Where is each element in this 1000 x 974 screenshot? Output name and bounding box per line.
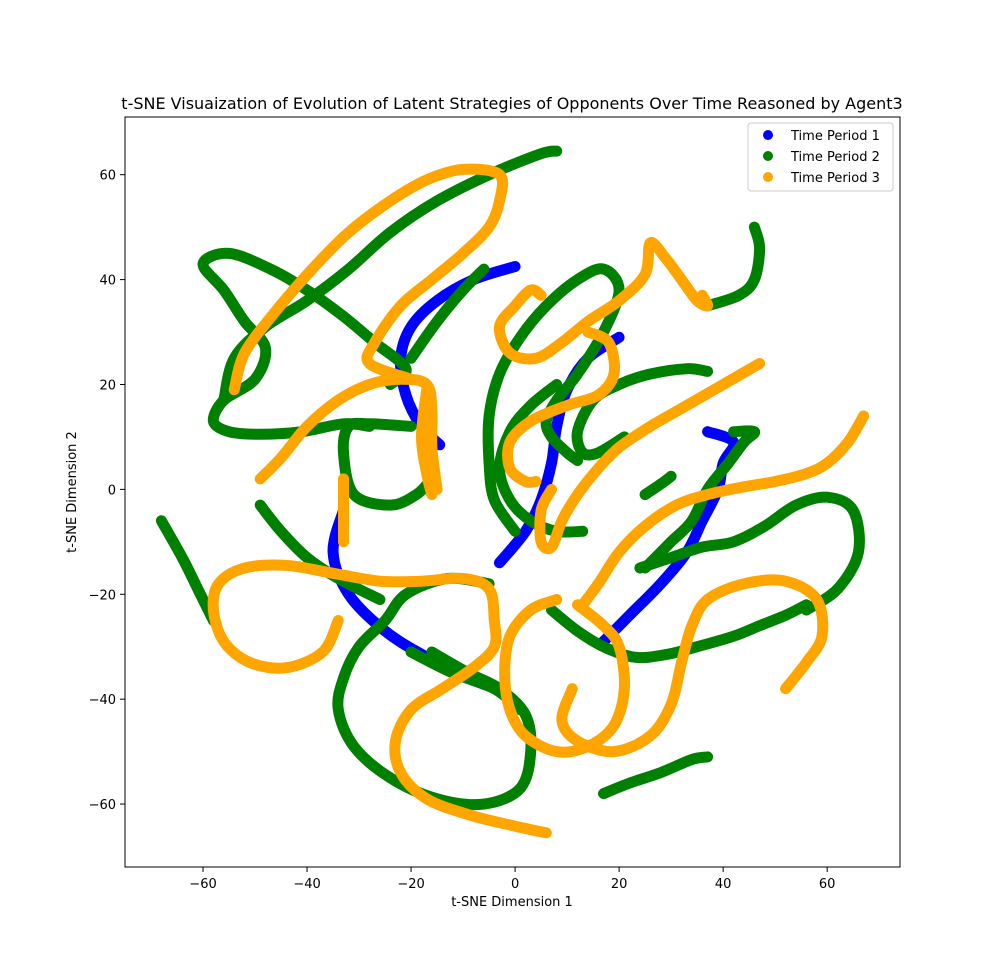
series-2-curve-1 (155, 515, 219, 626)
y-tick-label: 40 (99, 274, 116, 289)
x-tick-label: −60 (189, 877, 216, 892)
series-3-curve-9 (577, 410, 870, 611)
series-3-curve-8 (534, 358, 766, 555)
series-2-curve-14 (639, 425, 761, 574)
legend-frame (747, 122, 894, 192)
y-tick-label: 0 (108, 483, 116, 498)
legend-label-1: Time Period 1 (790, 129, 880, 144)
series-2-curve-2 (254, 499, 386, 605)
x-tick-label: 40 (715, 877, 732, 892)
series-3 (207, 163, 870, 839)
y-tick-label: −60 (89, 798, 116, 813)
y-axis: −60 −40 −20 0 20 40 60 (89, 169, 125, 813)
legend-marker-2 (763, 151, 773, 161)
legend-marker-3 (763, 172, 773, 182)
x-tick-label: −40 (293, 877, 320, 892)
series-3-curve-7 (502, 326, 620, 488)
y-tick-label: −20 (89, 588, 116, 603)
series-2-curve-10 (482, 263, 625, 537)
series-3-curve-2 (254, 373, 443, 495)
series-2-curve-16 (702, 221, 766, 312)
series-2-curve-4 (197, 247, 412, 440)
series-1-curve-4 (598, 426, 740, 647)
y-axis-label: t-SNE Dimension 2 (65, 431, 80, 553)
series-2-curve-15 (639, 470, 677, 501)
series-3-curve-5 (207, 559, 552, 839)
series-3-curve-6 (493, 237, 714, 365)
y-tick-label: 20 (99, 378, 116, 393)
legend-marker-1 (763, 130, 773, 140)
x-tick-label: 20 (611, 877, 628, 892)
series-3-curve-11 (556, 574, 829, 758)
series-2-curve-13 (634, 491, 865, 616)
series-layer (155, 145, 870, 839)
series-3-curve-1 (228, 163, 509, 396)
x-axis: −60 −40 −20 0 20 40 60 (189, 867, 835, 892)
x-tick-label: 0 (511, 877, 519, 892)
x-axis-label: t-SNE Dimension 1 (451, 895, 573, 910)
x-tick-label: −20 (397, 877, 424, 892)
legend-label-3: Time Period 3 (790, 171, 880, 186)
series-3-curve-3 (416, 384, 438, 501)
series-3-curve-10 (499, 594, 630, 758)
series-2-curve-17 (598, 751, 714, 800)
legend-label-2: Time Period 2 (790, 150, 880, 165)
chart-title: t-SNE Visuaization of Evolution of Laten… (121, 94, 902, 113)
y-tick-label: 60 (99, 169, 116, 184)
series-2-curve-6 (405, 263, 490, 364)
legend: Time Period 1 Time Period 2 Time Period 3 (747, 122, 894, 192)
plot-frame (124, 116, 901, 868)
x-tick-label: 60 (819, 877, 836, 892)
y-tick-label: −40 (89, 693, 116, 708)
